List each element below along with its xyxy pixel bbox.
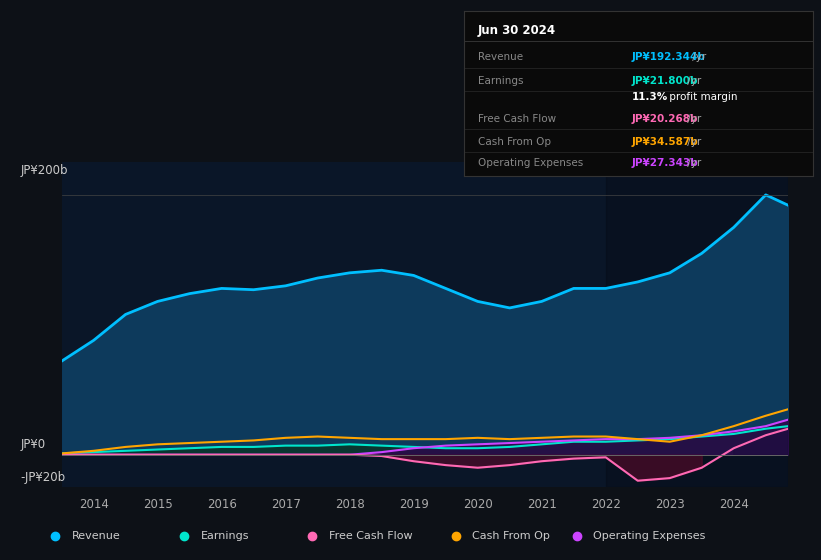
Text: Cash From Op: Cash From Op [472,531,550,541]
Text: JP¥200b: JP¥200b [21,164,68,178]
Text: Free Cash Flow: Free Cash Flow [478,114,556,124]
Text: JP¥27.343b: JP¥27.343b [631,158,698,168]
Text: /yr: /yr [684,137,701,147]
Text: JP¥20.268b: JP¥20.268b [631,114,698,124]
Text: Cash From Op: Cash From Op [478,137,551,147]
Text: JP¥0: JP¥0 [21,437,46,451]
Text: Operating Expenses: Operating Expenses [478,158,583,168]
Text: Free Cash Flow: Free Cash Flow [329,531,412,541]
Text: Revenue: Revenue [72,531,121,541]
Text: Earnings: Earnings [478,76,523,86]
Text: Earnings: Earnings [200,531,249,541]
Text: -JP¥20b: -JP¥20b [21,470,66,484]
Text: /yr: /yr [689,53,706,63]
Text: /yr: /yr [684,158,701,168]
Text: /yr: /yr [684,76,701,86]
Text: 11.3%: 11.3% [631,92,667,102]
Text: Operating Expenses: Operating Expenses [594,531,706,541]
Text: profit margin: profit margin [667,92,738,102]
Text: JP¥21.800b: JP¥21.800b [631,76,698,86]
Bar [606,162,788,487]
Text: /yr: /yr [684,114,701,124]
Text: JP¥192.344b: JP¥192.344b [631,53,705,63]
Text: JP¥34.587b: JP¥34.587b [631,137,698,147]
Text: Revenue: Revenue [478,53,523,63]
Text: Jun 30 2024: Jun 30 2024 [478,25,556,38]
